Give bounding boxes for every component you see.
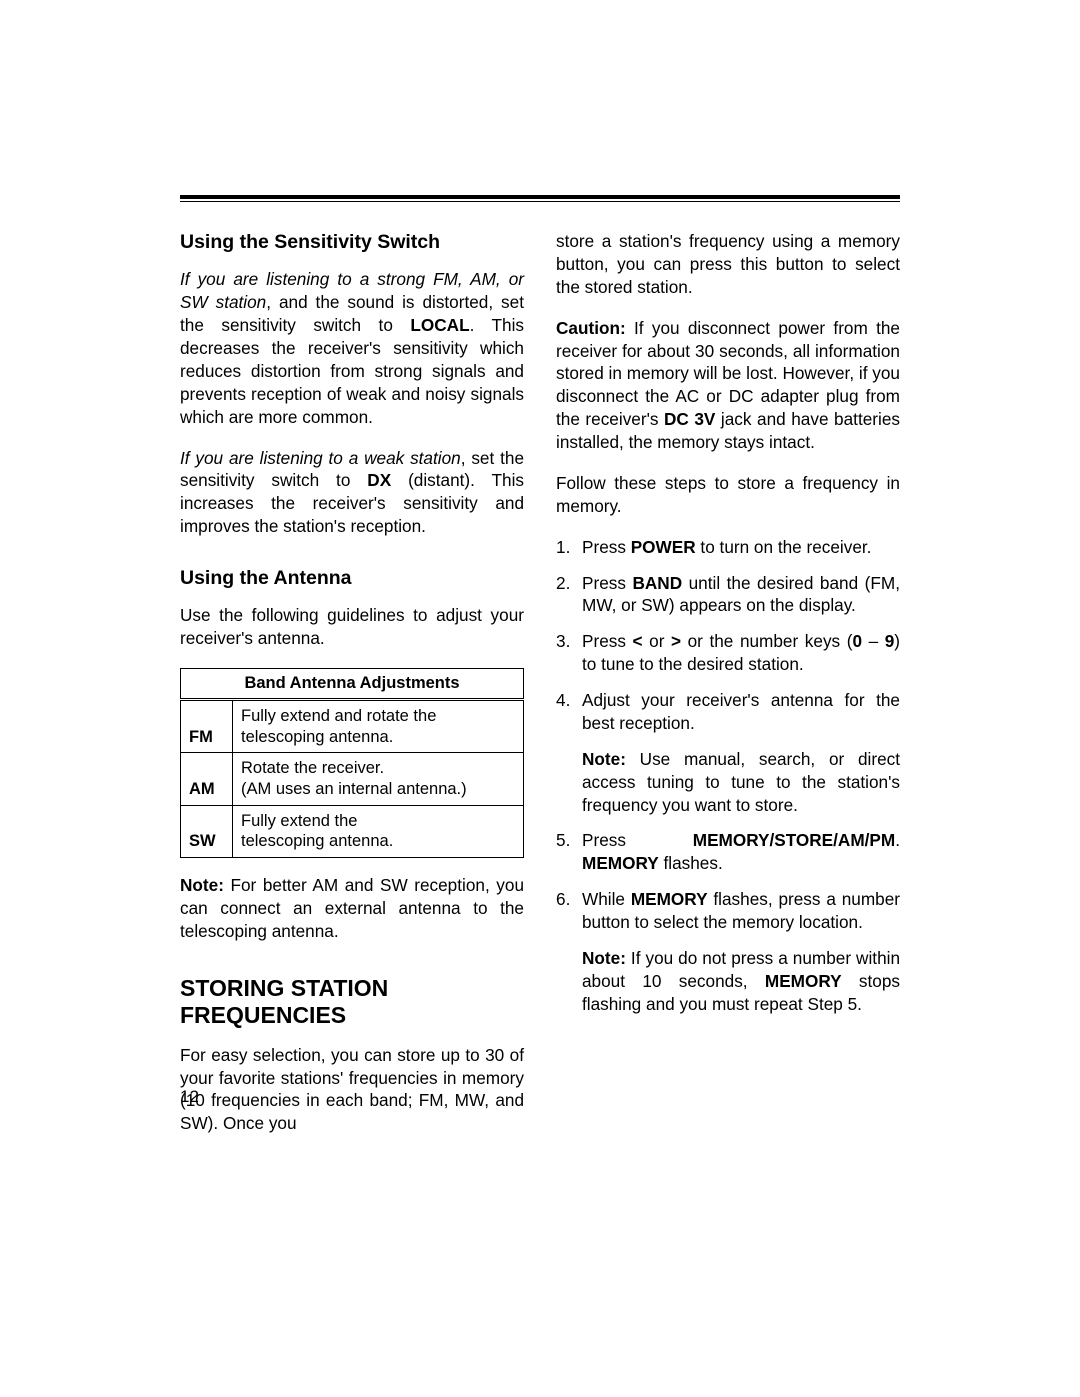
list-item: Press POWER to turn on the receiver. (556, 536, 900, 559)
text-run: or (643, 631, 671, 651)
para-follow: Follow these steps to store a frequency … (556, 472, 900, 518)
para-antenna-note: Note: For better AM and SW reception, yo… (180, 874, 524, 943)
bold-run: Note: (582, 948, 626, 968)
band-cell: SW (181, 805, 233, 857)
table-row: AMRotate the receiver. (AM uses an inter… (181, 753, 524, 805)
list-item: Adjust your receiver's antenna for the b… (556, 689, 900, 816)
band-cell: AM (181, 753, 233, 805)
text-run: or the number keys ( (681, 631, 852, 651)
table-row: FMFully extend and rotate the telescopin… (181, 700, 524, 753)
adjustment-cell: Fully extend the telescoping antenna. (233, 805, 524, 857)
text-run: While (582, 889, 631, 909)
text-run: – (862, 631, 885, 651)
para-store-intro: For easy selection, you can store up to … (180, 1044, 524, 1136)
bold-run: MEMORY (631, 889, 708, 909)
bold-run: DX (367, 470, 391, 490)
adjustment-cell: Fully extend and rotate the telescoping … (233, 700, 524, 753)
band-cell: FM (181, 700, 233, 753)
text-run: to turn on the receiver. (696, 537, 872, 557)
para-store-cont: store a station's frequency using a memo… (556, 230, 900, 299)
bold-run: MEMORY (765, 971, 842, 991)
adjustment-cell: Rotate the receiver. (AM uses an interna… (233, 753, 524, 805)
bold-run: < (633, 631, 643, 651)
bold-run: 9 (885, 631, 895, 651)
bold-run: POWER (631, 537, 696, 557)
step-note: Note: Use manual, search, or direct acce… (582, 748, 900, 817)
table-header: Band Antenna Adjustments (181, 669, 524, 700)
left-column: Using the Sensitivity Switch If you are … (180, 230, 524, 1135)
band-antenna-table: Band Antenna Adjustments FMFully extend … (180, 668, 524, 858)
two-column-layout: Using the Sensitivity Switch If you are … (180, 230, 900, 1135)
right-column: store a station's frequency using a memo… (556, 230, 900, 1135)
bold-run: Note: (180, 875, 224, 895)
step-note: Note: If you do not press a number withi… (582, 947, 900, 1016)
text-run: Adjust your receiver's antenna for the b… (582, 690, 900, 733)
para-sensitivity-1: If you are listening to a strong FM, AM,… (180, 268, 524, 428)
text-run: Use manual, search, or direct access tun… (582, 749, 900, 815)
para-caution: Caution: If you disconnect power from th… (556, 317, 900, 454)
para-sensitivity-2: If you are listening to a weak station, … (180, 447, 524, 539)
heading-antenna: Using the Antenna (180, 566, 524, 590)
bold-run: Caution: (556, 318, 626, 338)
bold-run: > (671, 631, 681, 651)
bold-run: LOCAL (410, 315, 469, 335)
page-number: 12 (180, 1087, 199, 1107)
heading-storing: STORING STATION FREQUENCIES (180, 975, 524, 1030)
text-run: flashes. (659, 853, 723, 873)
text-run: . (895, 830, 900, 850)
list-item: Press < or > or the number keys (0 – 9) … (556, 630, 900, 676)
list-item: Press BAND until the desired band (FM, M… (556, 572, 900, 618)
table-row: SWFully extend the telescoping antenna. (181, 805, 524, 857)
steps-list: Press POWER to turn on the receiver. Pre… (556, 536, 900, 1016)
bold-run: Note: (582, 749, 626, 769)
text-run: Press (582, 631, 633, 651)
list-item: While MEMORY flashes, press a number but… (556, 888, 900, 1015)
rule-thick (180, 195, 900, 199)
para-antenna-intro: Use the following guidelines to adjust y… (180, 604, 524, 650)
document-page: Using the Sensitivity Switch If you are … (0, 0, 1080, 1215)
text-run: Press (582, 573, 632, 593)
text-run: For better AM and SW reception, you can … (180, 875, 524, 941)
rule-thin (180, 201, 900, 202)
bold-run: 0 (852, 631, 862, 651)
bold-run: MEMORY/STORE/AM/PM (693, 830, 895, 850)
bold-run: MEMORY (582, 853, 659, 873)
list-item: Press MEMORY/STORE/AM/PM. MEMORY flashes… (556, 829, 900, 875)
bold-run: BAND (632, 573, 682, 593)
bold-run: DC 3V (664, 409, 715, 429)
heading-sensitivity: Using the Sensitivity Switch (180, 230, 524, 254)
italic-run: If you are listening to a weak station (180, 448, 461, 468)
text-run: Press (582, 830, 693, 850)
text-run: Press (582, 537, 631, 557)
